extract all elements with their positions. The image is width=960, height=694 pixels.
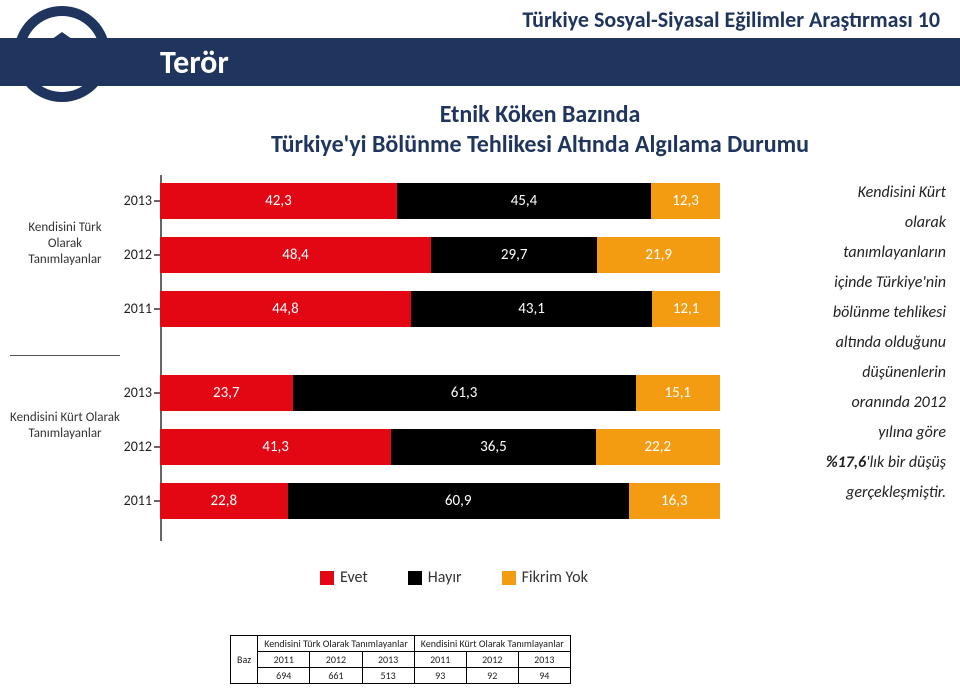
legend-swatch-evet — [320, 571, 334, 585]
table-cell: 2011 — [258, 652, 310, 668]
segment-hayir: 29,7 — [431, 237, 597, 273]
axis-tick — [154, 500, 160, 502]
base-table-years-row: 2011 2012 2013 2011 2012 2013 — [231, 652, 571, 668]
legend-swatch-hayir — [408, 571, 422, 585]
bar-row: 201122,860,916,3 — [160, 483, 720, 519]
table-cell: 93 — [414, 668, 466, 684]
commentary-text: Kendisini Kürt olarak tanımlayanların iç… — [736, 178, 946, 508]
table-cell: 2012 — [466, 652, 518, 668]
base-table-values-row: 694 661 513 93 92 94 — [231, 668, 571, 684]
legend-label-hayir: Hayır — [428, 568, 462, 587]
axis-tick — [154, 254, 160, 256]
segment-hayir: 36,5 — [391, 429, 595, 465]
section-title: Terör — [160, 43, 229, 82]
legend-swatch-fikrim — [502, 571, 516, 585]
segment-fikrim: 12,3 — [651, 183, 720, 219]
commentary-line: düşünenlerin — [862, 363, 946, 382]
segment-fikrim: 15,1 — [636, 375, 720, 411]
table-cell: 694 — [258, 668, 310, 684]
segment-hayir: 43,1 — [411, 291, 652, 327]
year-label: 2012 — [112, 246, 152, 263]
legend-item-hayir: Hayır — [408, 568, 462, 587]
commentary-line: oranında 2012 — [851, 393, 946, 412]
year-label: 2013 — [112, 384, 152, 401]
year-label: 2012 — [112, 438, 152, 455]
segment-hayir: 60,9 — [288, 483, 629, 519]
group-divider — [10, 355, 120, 356]
legend-item-evet: Evet — [320, 568, 368, 587]
commentary-line: olarak — [905, 213, 946, 232]
axis-tick — [154, 392, 160, 394]
commentary-line: Kendisini Kürt — [858, 183, 946, 202]
base-table-header-right: Kendisini Kürt Olarak Tanımlayanlar — [414, 636, 570, 652]
commentary-strong: %17,6 — [826, 453, 866, 472]
legend-label-fikrim: Fikrim Yok — [522, 568, 588, 587]
commentary-line: bölünme tehlikesi — [833, 303, 946, 322]
year-label: 2011 — [112, 300, 152, 317]
baz-label: Baz — [231, 636, 258, 684]
base-table-header-left: Kendisini Türk Olarak Tanımlayanlar — [258, 636, 415, 652]
segment-hayir: 61,3 — [293, 375, 636, 411]
bar-row: 201241,336,522,2 — [160, 429, 720, 465]
subtitle-line-2: Türkiye'yi Bölünme Tehlikesi Altında Alg… — [271, 130, 809, 159]
segment-evet: 48,4 — [160, 237, 431, 273]
table-cell: 2013 — [518, 652, 570, 668]
bar-row: 201248,429,721,9 — [160, 237, 720, 273]
axis-tick — [154, 308, 160, 310]
chart-subtitle: Etnik Köken Bazında Türkiye'yi Bölünme T… — [160, 100, 920, 160]
table-cell: 92 — [466, 668, 518, 684]
segment-evet: 23,7 — [160, 375, 293, 411]
legend-item-fikrim: Fikrim Yok — [502, 568, 588, 587]
segment-fikrim: 12,1 — [652, 291, 720, 327]
base-table: Baz Kendisini Türk Olarak Tanımlayanlar … — [230, 635, 571, 684]
segment-fikrim: 21,9 — [597, 237, 720, 273]
section-band: Terör — [0, 38, 960, 86]
table-cell: 2011 — [414, 652, 466, 668]
legend-label-evet: Evet — [340, 568, 368, 587]
report-title: Türkiye Sosyal-Siyasal Eğilimler Araştır… — [522, 6, 940, 33]
segment-fikrim: 22,2 — [596, 429, 720, 465]
commentary-line: gerçekleşmiştir. — [846, 483, 946, 502]
year-label: 2013 — [112, 192, 152, 209]
bar-row: 201144,843,112,1 — [160, 291, 720, 327]
bar-row: 201342,345,412,3 — [160, 183, 720, 219]
commentary-line: yılına göre — [878, 423, 946, 442]
year-label: 2011 — [112, 492, 152, 509]
table-cell: 661 — [310, 668, 362, 684]
segment-evet: 42,3 — [160, 183, 397, 219]
axis-tick — [154, 446, 160, 448]
segment-fikrim: 16,3 — [629, 483, 720, 519]
commentary-line: altında olduğunu — [836, 333, 946, 352]
segment-evet: 22,8 — [160, 483, 288, 519]
table-cell: 513 — [362, 668, 414, 684]
group-label-turk: Kendisini Türk Olarak Tanımlayanlar — [10, 220, 120, 268]
segment-hayir: 45,4 — [397, 183, 651, 219]
subtitle-line-1: Etnik Köken Bazında — [440, 100, 641, 129]
legend: Evet Hayır Fikrim Yok — [320, 568, 588, 587]
commentary-line: tanımlayanların — [843, 243, 946, 262]
table-cell: 2012 — [310, 652, 362, 668]
table-cell: 94 — [518, 668, 570, 684]
group-label-kurt: Kendisini Kürt Olarak Tanımlayanlar — [10, 410, 120, 442]
axis-tick — [154, 200, 160, 202]
stacked-bar-chart: 201342,345,412,3 201248,429,721,9 201144,8… — [160, 175, 720, 545]
table-cell: 2013 — [362, 652, 414, 668]
commentary-line: içinde Türkiye'nin — [834, 273, 946, 292]
segment-evet: 44,8 — [160, 291, 411, 327]
commentary-line: 'lık bir düşüş — [866, 453, 946, 472]
bar-row: 201323,761,315,1 — [160, 375, 720, 411]
segment-evet: 41,3 — [160, 429, 391, 465]
